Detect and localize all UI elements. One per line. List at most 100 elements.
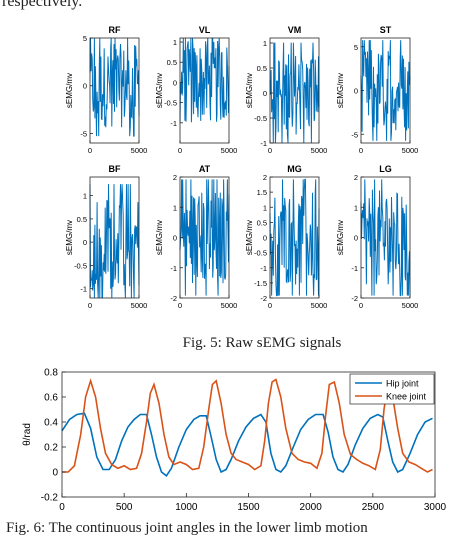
y-tick-label: -0.5	[254, 249, 267, 258]
y-tick-label: -0.5	[164, 99, 177, 108]
y-tick-label: -2	[351, 294, 358, 303]
semg-panel-at: AT sEMG/mv -2 -1 0 1 2 0 5000	[155, 164, 237, 310]
y-tick-label: -2	[260, 294, 267, 303]
x-tick-label: 5000	[311, 301, 328, 310]
y-tick-label: -2	[170, 294, 177, 303]
panel-frame	[179, 37, 230, 144]
semg-panel-vm: VM sEMG/mv -1 -0.5 0 0.5 1 0 5000	[245, 25, 327, 155]
x-tick-label: 5000	[311, 146, 328, 155]
legend-label: Hip joint	[386, 379, 419, 389]
y-tick-label: 1	[263, 39, 267, 48]
panel-title: VM	[288, 25, 302, 35]
x-tick-label: 1500	[237, 502, 260, 513]
x-tick-label: 2500	[362, 502, 385, 513]
panel-ylabel: sEMG/mv	[155, 73, 164, 108]
x-tick-label: 5000	[131, 146, 148, 155]
y-tick-label: 5	[354, 43, 358, 52]
y-tick-label: 0.5	[77, 215, 87, 224]
y-tick-label: 0	[173, 78, 177, 87]
fig6-caption: Fig. 6: The continuous joint angles in t…	[6, 520, 368, 536]
legend-box	[349, 373, 435, 405]
legend: Hip joint Knee joint	[349, 373, 435, 405]
x-tick-label: 5000	[131, 301, 148, 310]
x-tick-label: 0	[59, 502, 65, 513]
x-tick-label: 0	[359, 146, 363, 155]
x-tick-label: 0	[268, 301, 272, 310]
x-tick-label: 500	[116, 502, 133, 513]
panel-ylabel: sEMG/mv	[245, 220, 254, 255]
panel-ylabel: sEMG/mv	[155, 220, 164, 255]
y-tick-label: 0.8	[44, 368, 58, 379]
y-tick-label: -1	[170, 264, 177, 273]
y-tick-label: -0.5	[254, 114, 267, 123]
y-tick-label: 0	[354, 234, 358, 243]
panel-ylabel: sEMG/mv	[65, 73, 74, 108]
panel-title: VL	[199, 25, 211, 35]
joint-angle-chart: -0.200.20.40.60.80 500 1000 1500 2000 2500 300…	[22, 368, 447, 514]
x-tick-label: 5000	[221, 301, 238, 310]
panel-title: BF	[109, 164, 121, 174]
y-tick-label: 0	[52, 468, 58, 479]
y-tick-label: 1	[83, 192, 87, 201]
y-tick-label: 0.5	[167, 58, 177, 67]
semg-trace-bf	[89, 184, 140, 299]
semg-trace-vl	[179, 37, 230, 123]
y-tick-label: -1	[351, 264, 358, 273]
semg-trace-vm	[269, 42, 320, 144]
x-tick-label: 0	[178, 301, 182, 310]
y-tick-label: -5	[351, 130, 358, 139]
x-tick-label: 0	[359, 301, 363, 310]
x-tick-label: 0	[88, 301, 92, 310]
x-tick-label: 1000	[175, 502, 198, 513]
x-tick-label: 0	[268, 146, 272, 155]
x-tick-label: 0	[178, 146, 182, 155]
y-tick-label: 0	[83, 82, 87, 91]
panel-ylabel: sEMG/mv	[65, 220, 74, 255]
y-tick-label: 5	[83, 34, 87, 43]
y-tick-label: 0	[263, 234, 267, 243]
y-tick-label: 1.5	[257, 188, 267, 197]
panel-ylabel: sEMG/mv	[245, 73, 254, 108]
y-tick-label: 0.4	[44, 418, 58, 429]
semg-trace-lg	[360, 179, 411, 297]
y-tick-label: 0	[354, 87, 358, 96]
panel-frame	[89, 176, 140, 299]
y-tick-label: -5	[80, 129, 87, 138]
x-tick-label: 3000	[424, 502, 447, 513]
y-tick-label: 2	[263, 173, 267, 182]
semg-panel-bf: BF sEMG/mv -1 -0.5 0 0.5 1 0 5000	[65, 164, 147, 310]
x-tick-label: 5000	[402, 146, 419, 155]
y-tick-label: -1	[80, 285, 87, 294]
y-tick-label: 0.5	[257, 64, 267, 73]
page-top-text: respectively.	[2, 0, 82, 10]
y-tick-label: -1	[260, 139, 267, 148]
x-tick-label: 2000	[300, 502, 323, 513]
panel-ylabel: sEMG/mv	[336, 73, 345, 108]
panel-ylabel: sEMG/mv	[336, 220, 345, 255]
semg-panel-vl: VL sEMG/mv -1 -0.5 0 0.5 1 0 5000	[155, 25, 237, 155]
x-tick-label: 5000	[221, 146, 238, 155]
x-tick-label: 5000	[402, 301, 419, 310]
semg-panel-mg: MG sEMG/mv -2 -1.5 -1 -0.5 0 0.5 1 1.5 2 0 5000	[245, 164, 327, 310]
panel-title: RF	[109, 25, 121, 35]
semg-trace-st	[360, 40, 411, 141]
panel-title: AT	[199, 164, 211, 174]
semg-trace-mg	[269, 178, 320, 297]
fig5-caption: Fig. 5: Raw sEMG signals	[183, 335, 342, 351]
y-tick-label: -0.5	[74, 261, 87, 270]
y-tick-label: 1	[173, 38, 177, 47]
y-tick-label: 0.6	[44, 393, 58, 404]
panel-title: ST	[380, 25, 392, 35]
y-tick-label: 2	[173, 173, 177, 182]
y-tick-label: 0.5	[257, 218, 267, 227]
y-tick-label: -1	[260, 264, 267, 273]
x-tick-label: 0	[88, 146, 92, 155]
panel-title: LG	[379, 164, 392, 174]
y-tick-label: 0	[83, 238, 87, 247]
y-tick-label: 1	[173, 203, 177, 212]
semg-panel-lg: LG sEMG/mv -2 -1 0 1 2 0 5000	[336, 164, 418, 310]
